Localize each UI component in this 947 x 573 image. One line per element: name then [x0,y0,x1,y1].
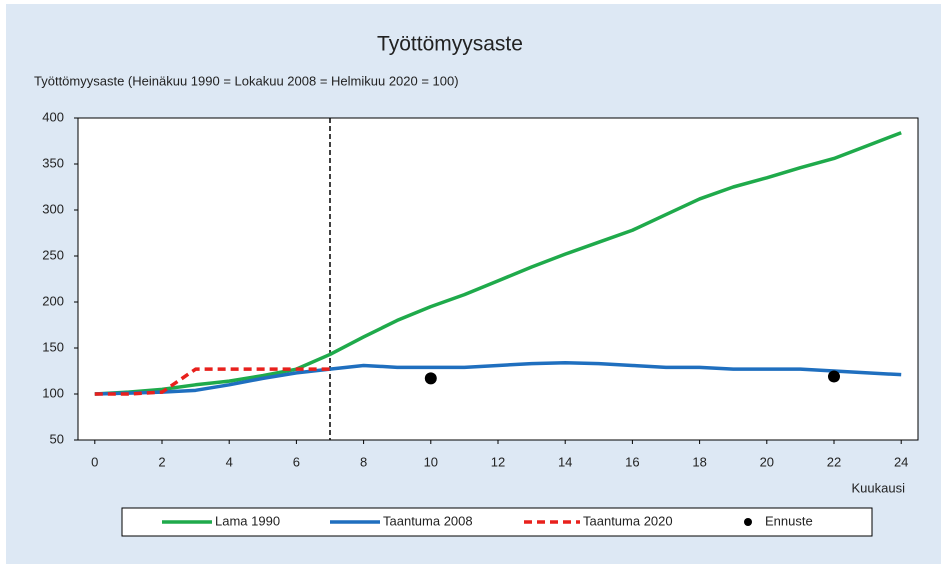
legend-label: Taantuma 2020 [583,513,673,528]
y-tick-label: 200 [42,293,64,308]
x-tick-label: 20 [760,454,774,469]
series-line [94,131,902,396]
x-tick-label: 18 [692,454,706,469]
series-line [94,367,330,396]
x-tick-label: 24 [894,454,908,469]
x-tick-label: 22 [827,454,841,469]
y-tick-label: 300 [42,201,64,216]
y-tick-label: 50 [50,431,64,446]
x-tick-label: 16 [625,454,639,469]
y-tick-label: 100 [42,385,64,400]
x-tick-label: 8 [360,454,367,469]
x-tick-label: 10 [424,454,438,469]
legend-label: Lama 1990 [215,513,280,528]
y-axis-label: Työttömyysaste (Heinäkuu 1990 = Lokakuu … [34,73,459,88]
y-tick-label: 150 [42,339,64,354]
forecast-point [424,372,437,385]
x-tick-label: 2 [158,454,165,469]
legend-marker [744,518,752,526]
y-tick-label: 350 [42,155,64,170]
legend-label: Taantuma 2008 [383,513,473,528]
legend-label: Ennuste [765,513,813,528]
y-tick-label: 250 [42,247,64,262]
x-axis-label: Kuukausi [852,480,906,495]
x-tick-label: 14 [558,454,572,469]
series-line [94,360,902,396]
chart-title: Työttömyysaste [377,33,523,56]
x-tick-label: 0 [91,454,98,469]
x-tick-label: 12 [491,454,505,469]
x-tick-label: 4 [226,454,233,469]
forecast-point [828,370,840,383]
x-tick-label: 6 [293,454,300,469]
y-tick-label: 400 [42,109,64,124]
